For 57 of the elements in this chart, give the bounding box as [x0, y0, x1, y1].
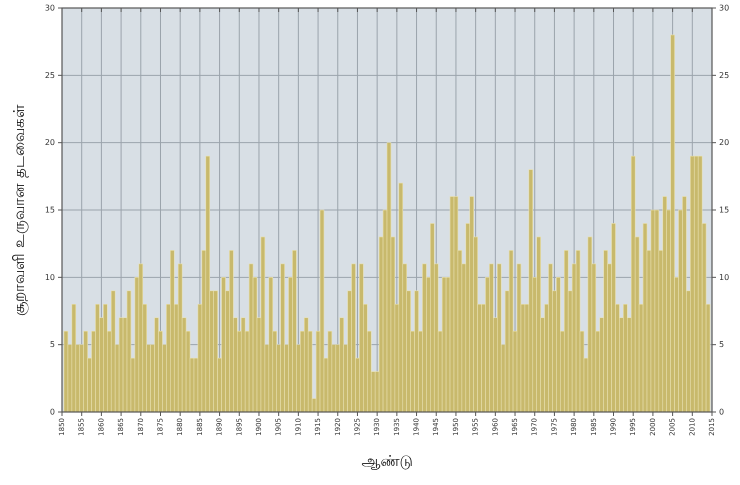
bar — [292, 250, 297, 412]
bar — [536, 236, 541, 412]
bar — [260, 236, 266, 412]
bar — [320, 210, 324, 412]
y2-tick-label: 15 — [719, 206, 730, 214]
bar — [386, 142, 392, 412]
bar — [110, 290, 116, 412]
bar — [516, 264, 522, 412]
bar — [178, 264, 182, 412]
bar — [611, 223, 616, 412]
bar — [280, 264, 285, 412]
bar — [548, 264, 553, 412]
bar — [454, 196, 458, 412]
bar — [138, 264, 144, 412]
bar — [229, 250, 234, 412]
y2-tick-label: 10 — [719, 272, 730, 282]
y-axis-title: சூறாவளி உருவான தடவைகள் — [10, 104, 29, 316]
bar — [83, 330, 88, 412]
bar — [213, 290, 218, 412]
y-tick-label: 30 — [44, 4, 55, 12]
bar — [221, 277, 226, 412]
bar — [528, 169, 534, 412]
y-tick-label: 25 — [44, 70, 55, 80]
bar — [430, 223, 435, 412]
bar — [359, 264, 364, 412]
bar — [72, 304, 76, 412]
bar — [205, 156, 210, 412]
bar — [588, 236, 592, 412]
bar — [564, 250, 569, 412]
bar — [556, 277, 561, 412]
y2-tick-label: 30 — [719, 4, 730, 12]
bar — [489, 264, 494, 412]
bar — [698, 156, 702, 412]
bar — [670, 34, 675, 412]
y2-tick-label: 25 — [719, 70, 730, 80]
y-tick-label: 20 — [44, 138, 55, 148]
x-axis-title: ஆண்டு — [362, 452, 412, 470]
y-tick-label: 15 — [44, 206, 55, 214]
bar — [339, 317, 344, 412]
bar — [268, 277, 274, 412]
y2-tick-label: 0 — [719, 408, 724, 416]
y-tick-label: 0 — [50, 408, 55, 416]
y2-tick-label: 5 — [719, 340, 724, 350]
y-tick-label: 10 — [44, 272, 55, 282]
bar — [630, 156, 636, 412]
bar — [469, 196, 474, 412]
bar — [351, 264, 356, 412]
bar — [497, 264, 502, 412]
bar — [398, 182, 404, 412]
bar — [170, 250, 175, 412]
bar — [654, 210, 660, 412]
y-tick-label: 5 — [50, 340, 55, 350]
bar — [126, 290, 132, 412]
bar — [642, 223, 648, 412]
y2-tick-label: 20 — [719, 138, 730, 148]
bar — [103, 304, 108, 412]
bar — [682, 196, 687, 412]
